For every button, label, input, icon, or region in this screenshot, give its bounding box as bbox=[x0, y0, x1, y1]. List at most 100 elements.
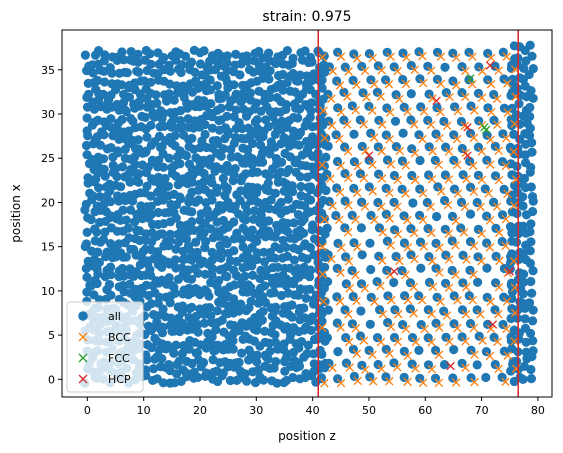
all-point bbox=[116, 182, 126, 192]
all-point bbox=[348, 344, 358, 354]
all-point bbox=[296, 181, 306, 192]
all-point bbox=[117, 80, 127, 90]
all-point bbox=[424, 170, 434, 180]
all-point bbox=[381, 372, 391, 382]
all-point bbox=[104, 280, 115, 290]
all-point bbox=[222, 239, 232, 249]
all-point bbox=[489, 197, 499, 207]
x-tick-label: 50 bbox=[362, 404, 376, 417]
bcc-point bbox=[387, 295, 396, 305]
bcc-point bbox=[368, 53, 378, 63]
all-point bbox=[171, 244, 181, 254]
all-point bbox=[439, 116, 449, 126]
bcc-point bbox=[386, 160, 396, 169]
all-point bbox=[145, 265, 155, 275]
all-point bbox=[527, 192, 538, 202]
all-point bbox=[528, 64, 538, 74]
all-point bbox=[130, 159, 140, 170]
bcc-point bbox=[434, 350, 444, 360]
bcc-point bbox=[451, 270, 460, 280]
y-tick-label: 15 bbox=[41, 241, 55, 254]
all-point bbox=[406, 89, 416, 99]
all-point bbox=[364, 49, 374, 59]
bcc-point bbox=[411, 364, 420, 373]
all-point bbox=[141, 350, 151, 360]
all-point bbox=[366, 128, 376, 138]
bcc-point bbox=[492, 94, 502, 104]
all-point bbox=[236, 186, 246, 196]
all-point bbox=[194, 195, 204, 205]
all-point bbox=[134, 67, 144, 77]
bcc-point bbox=[427, 175, 437, 184]
bcc-point bbox=[436, 187, 446, 196]
bcc-point bbox=[434, 378, 444, 388]
all-point bbox=[264, 48, 274, 58]
bcc-point bbox=[351, 215, 360, 224]
all-point bbox=[265, 66, 275, 76]
bcc-point bbox=[461, 363, 470, 372]
all-point bbox=[415, 155, 425, 166]
x-tick-label: 80 bbox=[531, 404, 545, 417]
bcc-point bbox=[393, 67, 402, 76]
all-point bbox=[247, 261, 257, 271]
bcc-point bbox=[443, 200, 453, 210]
all-point bbox=[264, 226, 274, 236]
bcc-point bbox=[494, 66, 503, 75]
bcc-point bbox=[484, 189, 493, 198]
all-point bbox=[341, 358, 351, 368]
all-point bbox=[82, 272, 92, 282]
all-point bbox=[430, 373, 441, 383]
bcc-point bbox=[510, 119, 519, 129]
all-point bbox=[430, 155, 440, 165]
all-point bbox=[331, 210, 341, 221]
all-point bbox=[264, 74, 274, 84]
all-point bbox=[225, 375, 235, 386]
all-point bbox=[270, 330, 280, 340]
bcc-point bbox=[427, 228, 436, 238]
hcp-point bbox=[463, 123, 472, 132]
all-point bbox=[390, 225, 400, 235]
all-point bbox=[92, 227, 102, 237]
bcc-point bbox=[410, 254, 419, 264]
all-point bbox=[146, 299, 156, 309]
all-point bbox=[248, 270, 258, 280]
bcc-point bbox=[360, 365, 370, 375]
bcc-point bbox=[501, 241, 510, 251]
all-point bbox=[99, 164, 109, 174]
all-point bbox=[339, 115, 349, 125]
all-point bbox=[381, 183, 391, 193]
bcc-point bbox=[509, 201, 519, 210]
bcc-point bbox=[352, 80, 361, 90]
all-point bbox=[466, 373, 476, 383]
all-point bbox=[222, 183, 232, 193]
all-point bbox=[372, 277, 382, 287]
all-point bbox=[158, 162, 169, 172]
bcc-point bbox=[462, 174, 471, 184]
bcc-point bbox=[442, 311, 452, 320]
all-point bbox=[505, 142, 515, 152]
all-point bbox=[164, 153, 174, 163]
all-point bbox=[159, 53, 169, 63]
all-point bbox=[240, 369, 250, 379]
all-point bbox=[506, 196, 516, 206]
bcc-point bbox=[469, 270, 478, 279]
all-point bbox=[489, 115, 499, 125]
all-point bbox=[458, 250, 468, 260]
bcc-point bbox=[362, 92, 371, 102]
all-point bbox=[389, 277, 399, 288]
all-point bbox=[206, 99, 216, 109]
all-point bbox=[258, 375, 269, 385]
bcc-point bbox=[485, 351, 495, 361]
bcc-point bbox=[461, 337, 470, 346]
all-point bbox=[389, 332, 400, 343]
all-point bbox=[282, 251, 292, 261]
all-point bbox=[431, 345, 441, 355]
all-point bbox=[482, 211, 492, 221]
all-point bbox=[296, 337, 307, 347]
all-point bbox=[406, 60, 416, 71]
all-point bbox=[84, 89, 94, 99]
y-axis-ticks: 0 5 10 15 20 25 30 35 bbox=[41, 64, 62, 386]
bcc-point bbox=[344, 173, 353, 183]
bcc-point bbox=[509, 256, 519, 266]
all-point bbox=[381, 209, 391, 219]
